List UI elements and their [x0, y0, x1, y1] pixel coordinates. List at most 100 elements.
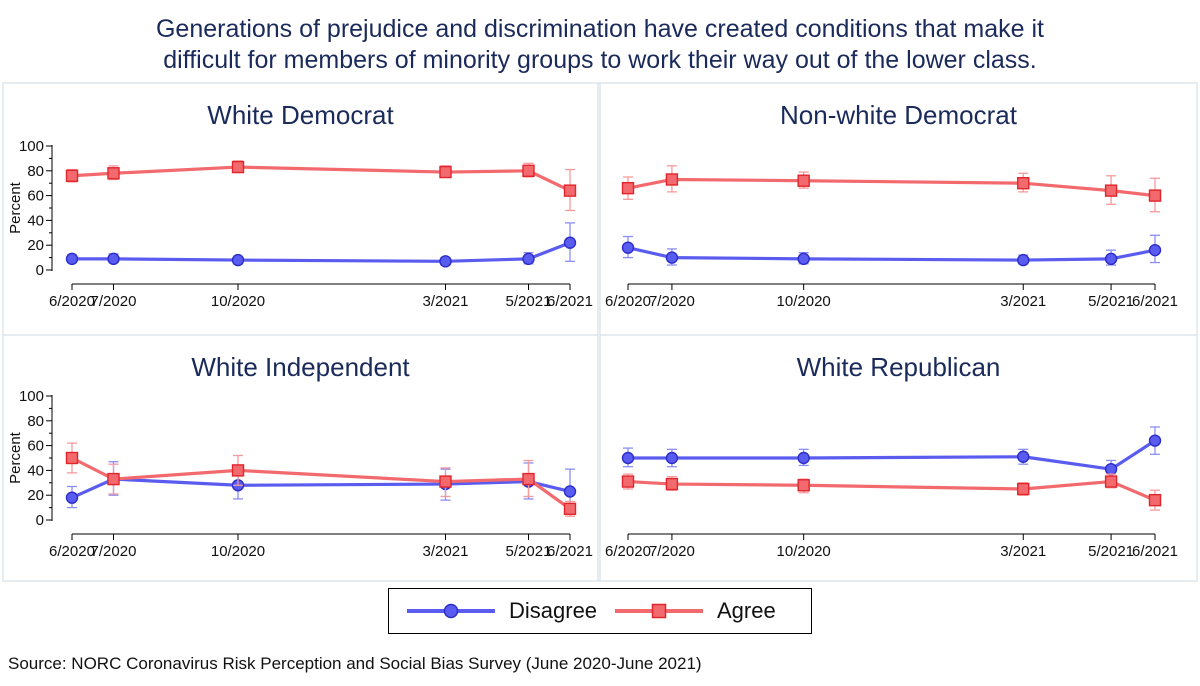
data-point	[1104, 184, 1118, 197]
legend: Disagree Agree	[388, 588, 812, 634]
data-point	[231, 464, 245, 477]
x-tick-label: 10/2020	[211, 543, 265, 560]
legend-label-disagree: Disagree	[509, 598, 598, 623]
y-axis-label: Percent	[7, 181, 24, 234]
data-point	[65, 491, 79, 504]
x-tick-label: 6/2020	[605, 293, 651, 310]
series-agree	[621, 473, 1162, 511]
series-disagree	[621, 234, 1162, 267]
data-point	[1104, 475, 1118, 488]
data-point	[1104, 462, 1118, 476]
y-axis-label: Percent	[7, 431, 24, 484]
series-line	[628, 439, 1156, 471]
x-tick-label: 7/2020	[91, 293, 137, 310]
panel-title: White Independent	[191, 352, 410, 382]
data-point	[1017, 482, 1030, 496]
data-point	[439, 165, 452, 179]
panel-title: White Democrat	[207, 100, 394, 130]
panel-frame	[2, 334, 599, 582]
panel-2: White Independent 0 20 40 60 80 100 Percent 6/20…	[2, 334, 599, 582]
data-point	[621, 475, 635, 488]
title-line-2: difficult for members of minority groups…	[163, 46, 1037, 74]
y-tick-label: 60	[27, 438, 44, 455]
data-point	[621, 181, 635, 195]
series-disagree	[65, 222, 577, 268]
series-line	[627, 479, 1156, 502]
series-agree	[65, 160, 577, 212]
series-line	[71, 165, 571, 193]
data-point	[107, 252, 120, 266]
x-tick-label: 7/2020	[649, 293, 695, 310]
legend-disagree-marker	[407, 603, 495, 619]
x-tick-label: 6/2021	[547, 543, 593, 560]
series-line	[72, 241, 571, 263]
data-point	[797, 479, 810, 492]
x-tick-label: 5/2021	[506, 293, 552, 310]
x-tick-label: 6/2020	[49, 543, 95, 560]
y-tick-label: 0	[36, 262, 44, 279]
x-tick-label: 7/2020	[649, 543, 695, 560]
panel-frame	[599, 82, 1198, 336]
data-point	[107, 472, 120, 486]
source-note: Source: NORC Coronavirus Risk Perception…	[8, 654, 702, 673]
panel-frame	[2, 82, 599, 336]
x-tick-label: 10/2020	[777, 543, 831, 560]
x-tick-label: 3/2021	[423, 543, 469, 560]
data-point	[1148, 243, 1162, 257]
panel-0: White Democrat 0 20 40 60 80 100 Percent 6/20207…	[2, 82, 599, 336]
data-point	[65, 169, 79, 182]
data-point	[563, 236, 577, 249]
y-tick-label: 60	[27, 188, 44, 205]
data-point	[665, 477, 679, 491]
data-point	[1148, 434, 1162, 447]
series-line	[627, 246, 1156, 262]
data-point	[231, 253, 245, 267]
panel-title: Non-white Democrat	[780, 100, 1018, 130]
data-point	[665, 451, 679, 465]
data-point	[231, 160, 245, 174]
x-tick-label: 6/2021	[547, 293, 593, 310]
legend-agree-marker	[615, 603, 703, 619]
data-point	[65, 451, 79, 465]
y-tick-label: 40	[27, 462, 44, 479]
data-point	[563, 485, 577, 498]
data-point	[65, 252, 79, 266]
data-point	[563, 184, 577, 197]
data-point	[439, 255, 452, 268]
data-point	[1148, 493, 1162, 507]
series-agree	[621, 165, 1162, 213]
x-tick-label: 5/2021	[1088, 543, 1134, 560]
series-agree	[65, 442, 577, 517]
x-tick-label: 3/2021	[1000, 543, 1046, 560]
x-tick-label: 5/2021	[1088, 293, 1134, 310]
x-tick-label: 10/2020	[211, 293, 265, 310]
x-tick-label: 6/2020	[605, 543, 651, 560]
series-disagree	[621, 426, 1162, 479]
chart-main-title: Generations of prejudice and discriminat…	[0, 14, 1200, 76]
legend-item-agree: Agree	[611, 589, 776, 633]
x-tick-label: 6/2021	[1132, 293, 1178, 310]
x-tick-label: 7/2020	[91, 543, 137, 560]
y-tick-label: 100	[19, 388, 44, 405]
data-point	[522, 472, 535, 486]
data-point	[1017, 253, 1030, 267]
data-point	[439, 475, 452, 488]
y-tick-label: 20	[27, 237, 44, 254]
x-tick-label: 3/2021	[423, 293, 469, 310]
x-tick-label: 5/2021	[506, 543, 552, 560]
x-tick-label: 6/2021	[1132, 543, 1178, 560]
x-tick-label: 6/2020	[49, 293, 95, 310]
panel-title: White Republican	[797, 352, 1001, 382]
data-point	[1017, 176, 1030, 190]
legend-label-agree: Agree	[717, 598, 776, 623]
y-tick-label: 80	[27, 163, 44, 180]
title-line-1: Generations of prejudice and discriminat…	[155, 15, 1044, 43]
legend-item-disagree: Disagree	[403, 589, 597, 633]
series-line	[71, 456, 571, 511]
y-tick-label: 0	[36, 512, 44, 529]
y-tick-label: 20	[27, 487, 44, 504]
y-tick-label: 100	[19, 138, 44, 155]
data-point	[797, 174, 810, 187]
